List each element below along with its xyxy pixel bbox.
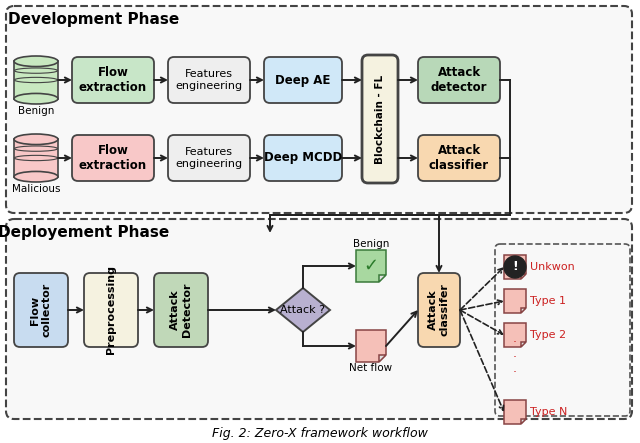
Text: Attack
classifier: Attack classifier <box>429 144 489 172</box>
Ellipse shape <box>14 93 58 104</box>
Text: Benign: Benign <box>18 106 54 116</box>
Text: Type 1: Type 1 <box>530 296 566 306</box>
FancyBboxPatch shape <box>264 135 342 181</box>
Polygon shape <box>520 342 526 347</box>
Ellipse shape <box>14 171 58 182</box>
Text: Blockchain - FL: Blockchain - FL <box>375 74 385 163</box>
Polygon shape <box>356 250 386 282</box>
Polygon shape <box>520 419 526 424</box>
Text: ·
·
·: · · · <box>513 337 517 380</box>
Polygon shape <box>520 307 526 313</box>
FancyBboxPatch shape <box>168 135 250 181</box>
Text: Benign: Benign <box>353 239 389 249</box>
Polygon shape <box>504 323 526 347</box>
Circle shape <box>504 256 526 278</box>
Polygon shape <box>378 275 386 282</box>
Text: Net flow: Net flow <box>349 363 392 373</box>
Polygon shape <box>504 255 526 279</box>
FancyBboxPatch shape <box>168 57 250 103</box>
Text: Attack ?: Attack ? <box>280 305 326 315</box>
FancyBboxPatch shape <box>418 57 500 103</box>
Text: !: ! <box>512 260 518 273</box>
FancyBboxPatch shape <box>418 273 460 347</box>
Text: Features
engineering: Features engineering <box>175 147 243 169</box>
Text: Attack
Detector: Attack Detector <box>170 283 192 337</box>
Text: Type 2: Type 2 <box>530 330 566 340</box>
FancyBboxPatch shape <box>154 273 208 347</box>
Text: Type N: Type N <box>530 407 568 417</box>
Bar <box>14 139 58 177</box>
FancyBboxPatch shape <box>84 273 138 347</box>
Polygon shape <box>504 289 526 313</box>
Polygon shape <box>276 288 330 332</box>
FancyBboxPatch shape <box>14 273 68 347</box>
Text: Fig. 2: Zero-X framework workflow: Fig. 2: Zero-X framework workflow <box>212 427 428 440</box>
Polygon shape <box>504 400 526 424</box>
FancyBboxPatch shape <box>6 219 632 419</box>
Bar <box>14 61 58 99</box>
Text: Unkwon: Unkwon <box>530 262 575 272</box>
Polygon shape <box>520 273 526 279</box>
Text: Development Phase: Development Phase <box>8 12 180 27</box>
Text: Flow
extraction: Flow extraction <box>79 144 147 172</box>
Ellipse shape <box>14 134 58 144</box>
FancyBboxPatch shape <box>362 55 398 183</box>
FancyBboxPatch shape <box>72 135 154 181</box>
Text: Flow
extraction: Flow extraction <box>79 66 147 94</box>
Text: Attack
detector: Attack detector <box>431 66 487 94</box>
FancyBboxPatch shape <box>72 57 154 103</box>
Text: Deployement Phase: Deployement Phase <box>0 225 170 240</box>
FancyBboxPatch shape <box>418 135 500 181</box>
Text: Features
engineering: Features engineering <box>175 69 243 91</box>
Text: Malicious: Malicious <box>12 184 60 194</box>
Text: Preprocessing: Preprocessing <box>106 265 116 354</box>
Text: Attack
classifer: Attack classifer <box>428 284 450 336</box>
Polygon shape <box>356 330 386 362</box>
Text: Flow
collector: Flow collector <box>30 283 52 337</box>
Text: Deep AE: Deep AE <box>275 74 331 86</box>
Ellipse shape <box>14 56 58 66</box>
FancyBboxPatch shape <box>6 6 632 213</box>
FancyBboxPatch shape <box>264 57 342 103</box>
Text: Deep MCDD: Deep MCDD <box>264 152 342 164</box>
Polygon shape <box>378 354 386 362</box>
Text: ✓: ✓ <box>364 257 379 275</box>
